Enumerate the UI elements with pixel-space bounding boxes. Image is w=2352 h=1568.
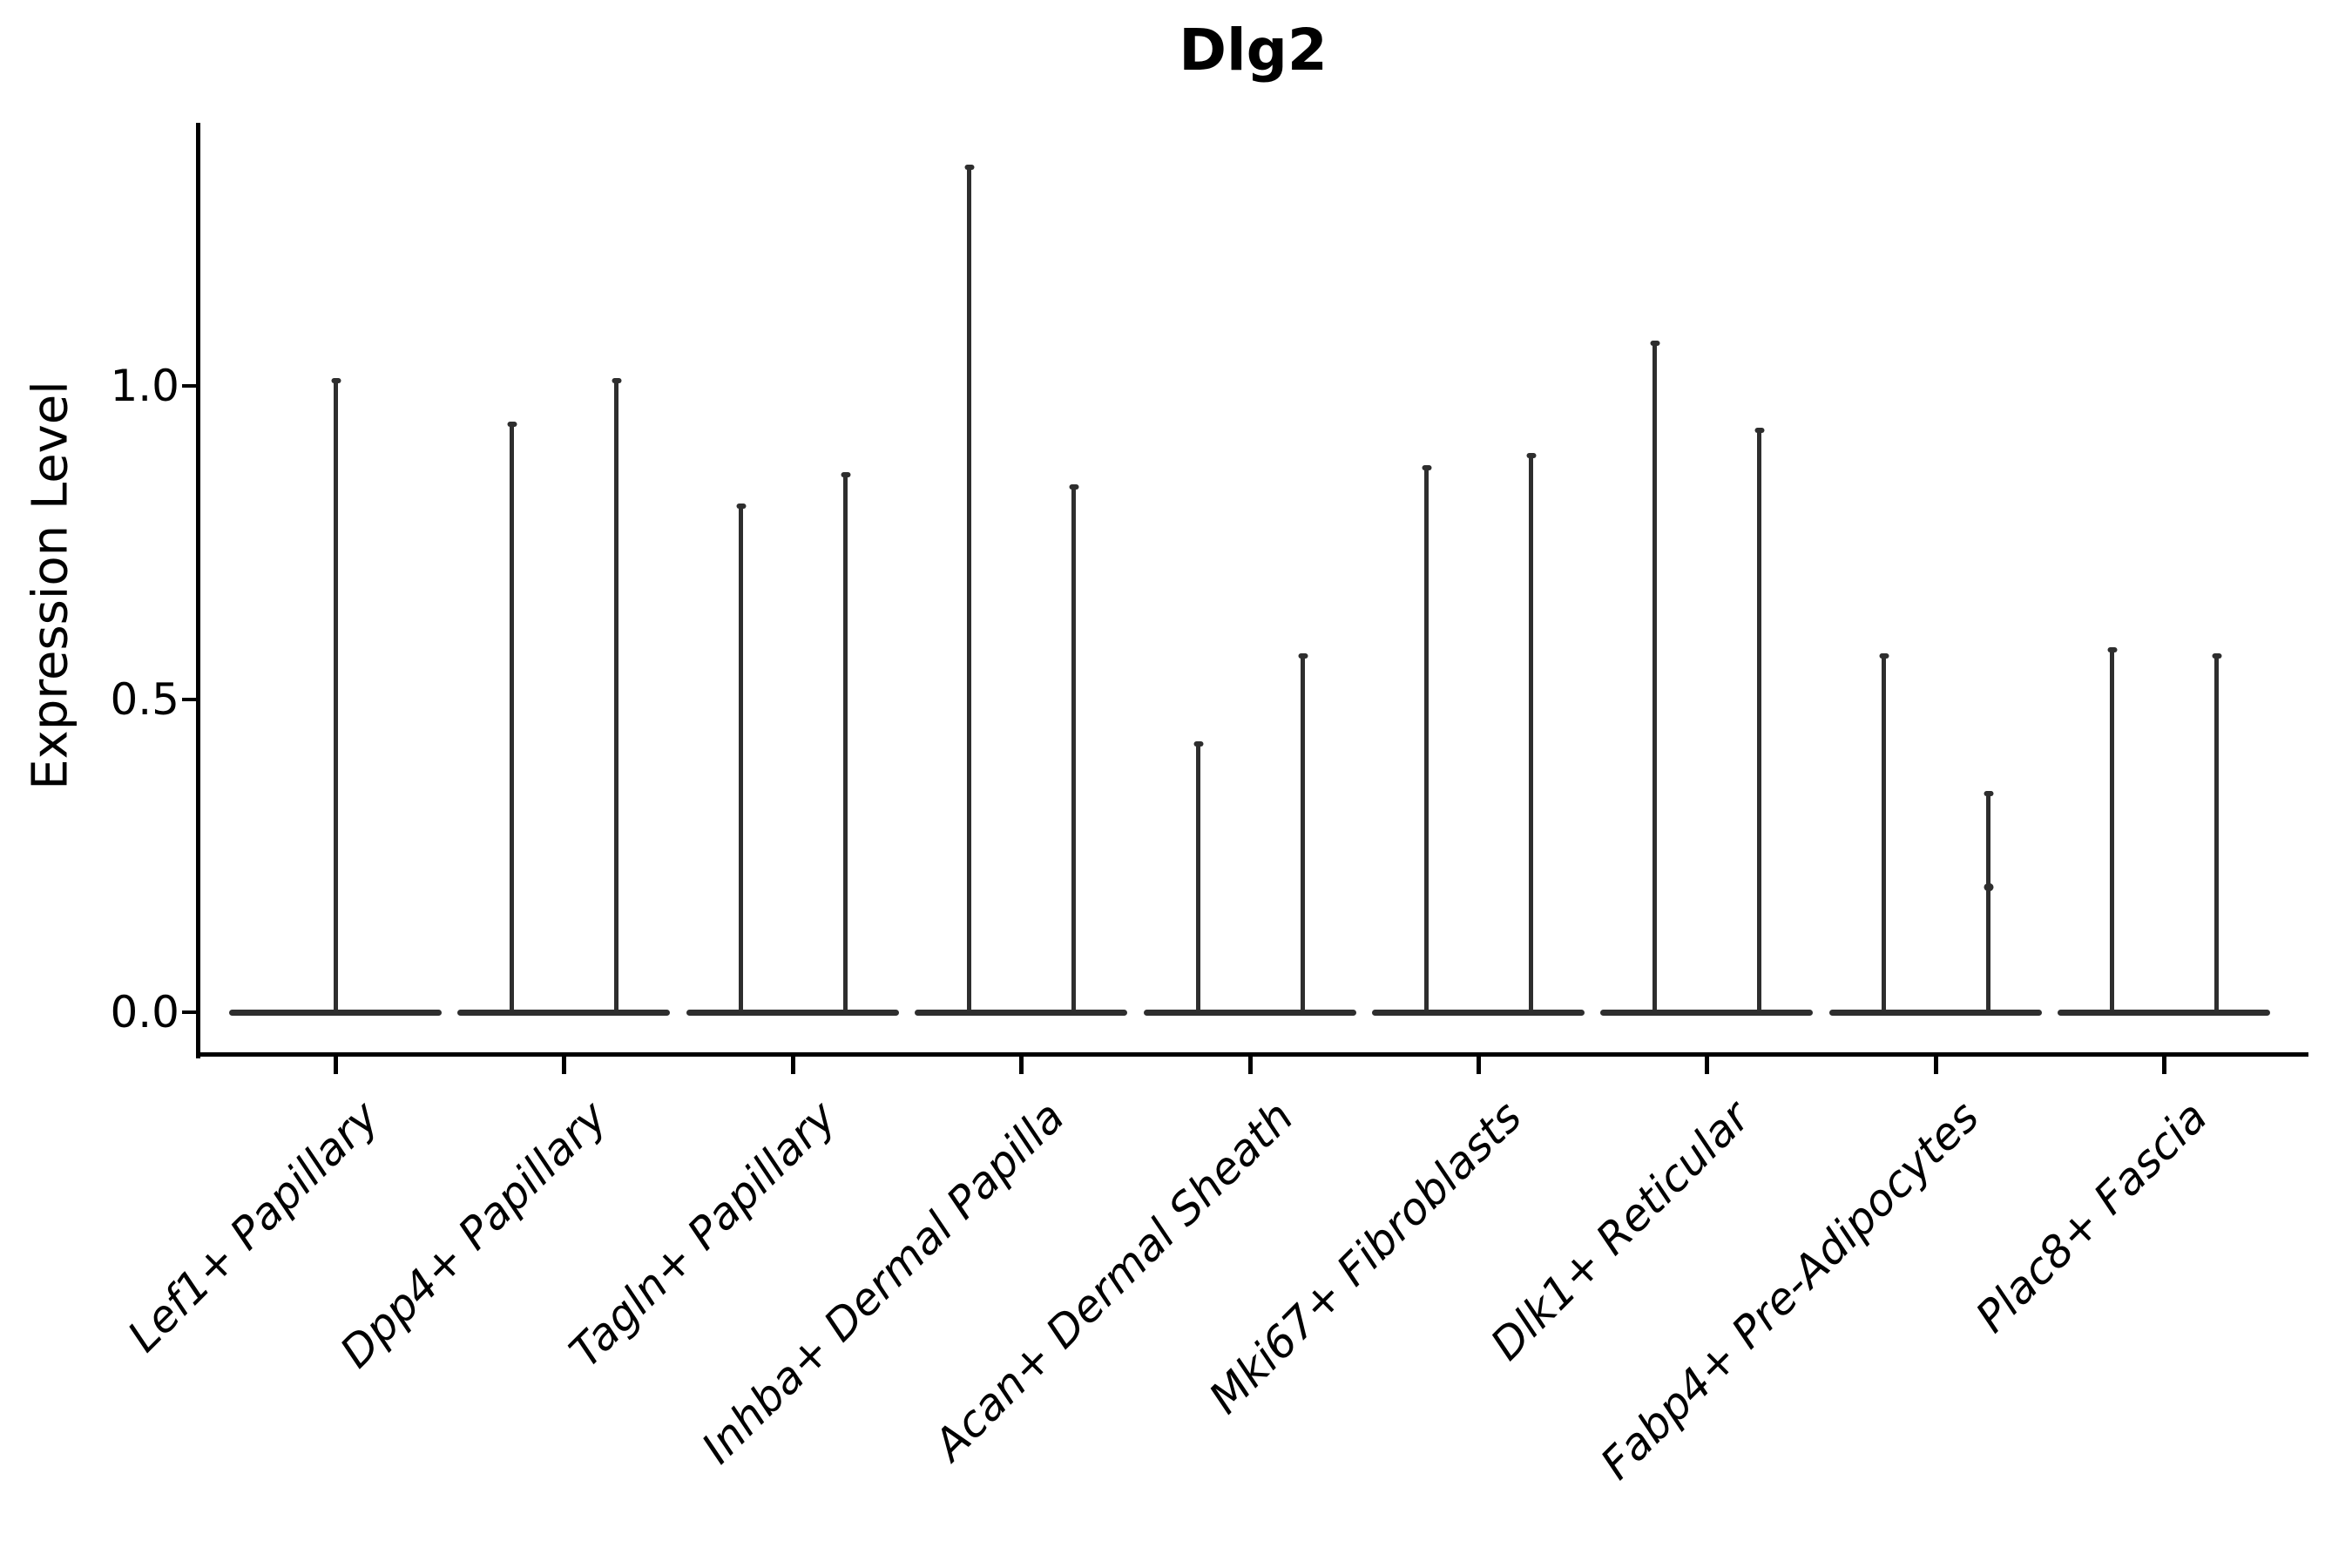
y-tick-label: 1.0 [110, 361, 179, 411]
violin-spike-cap [612, 378, 621, 383]
violin-spike-cap [841, 472, 850, 477]
violin-base [1600, 1010, 1813, 1016]
violin-base [1829, 1010, 2042, 1016]
x-tick-mark [1248, 1054, 1253, 1074]
violin-spike-cap [2212, 653, 2221, 659]
y-tick-mark [182, 698, 197, 701]
violin-spike-cap [507, 422, 517, 427]
violin-spike [1879, 653, 1889, 1016]
violin-spike-cap [1298, 653, 1308, 659]
violin-spike [1298, 653, 1308, 1016]
y-tick-label: 0.0 [110, 987, 179, 1037]
violin-spike-cap [331, 378, 341, 383]
violin-spike [507, 422, 517, 1016]
violin-spike [1754, 428, 1764, 1016]
violin-spike-cap [736, 504, 746, 509]
y-tick-mark [182, 384, 197, 388]
x-tick-mark [1934, 1054, 1938, 1074]
violin-spike-cap [964, 165, 974, 170]
y-tick-mark [182, 1010, 197, 1014]
violin-spike [1422, 465, 1431, 1016]
x-tick-mark [1019, 1054, 1024, 1074]
x-tick-mark [334, 1054, 338, 1074]
violin-spike [2107, 647, 2117, 1016]
violin-spike [2212, 653, 2221, 1016]
x-tick-mark [2162, 1054, 2166, 1074]
violin-spike [1193, 741, 1203, 1016]
violin-spike [1069, 484, 1078, 1016]
violin-spike-cap [1526, 453, 1536, 458]
violin-spike [736, 504, 746, 1016]
violin-spike [1650, 341, 1659, 1016]
x-tick-mark [791, 1054, 795, 1074]
violin-base [1372, 1010, 1585, 1016]
violin-base [915, 1010, 1127, 1016]
violin-spike [612, 378, 621, 1016]
violin-base [686, 1010, 899, 1016]
x-tick-mark [1705, 1054, 1709, 1074]
chart-title: Dlg2 [1179, 17, 1328, 84]
violin-spike-cap [2107, 647, 2117, 652]
violin-spike-node [1984, 883, 1993, 891]
x-tick-mark [562, 1054, 566, 1074]
violin-spike-cap [1879, 653, 1889, 659]
violin-spike [331, 378, 341, 1016]
violin-spike-cap [1069, 484, 1078, 490]
violin-spike-cap [1754, 428, 1764, 433]
violin-spike [841, 472, 850, 1016]
violin-spike-cap [1422, 465, 1431, 470]
violin-base [457, 1010, 670, 1016]
y-axis-spine [196, 123, 200, 1058]
x-tick-mark [1477, 1054, 1481, 1074]
y-tick-label: 0.5 [110, 674, 179, 725]
violin-spike [1984, 791, 1993, 1016]
violin-spike-cap [1650, 341, 1659, 346]
violin-spike [964, 165, 974, 1016]
violin-spike-cap [1193, 741, 1203, 747]
violin-spike [1526, 453, 1536, 1016]
x-tick-label: Fabp4+ Pre-Adipocytes [1591, 1091, 1989, 1490]
y-axis-label: Expression Level [22, 381, 79, 790]
x-tick-label: Plac8+ Fascia [1965, 1091, 2217, 1342]
violin-base [1144, 1010, 1356, 1016]
violin-spike-cap [1984, 791, 1993, 796]
violin-base [2058, 1010, 2270, 1016]
x-tick-label: Lef1+ Papillary [118, 1091, 389, 1362]
